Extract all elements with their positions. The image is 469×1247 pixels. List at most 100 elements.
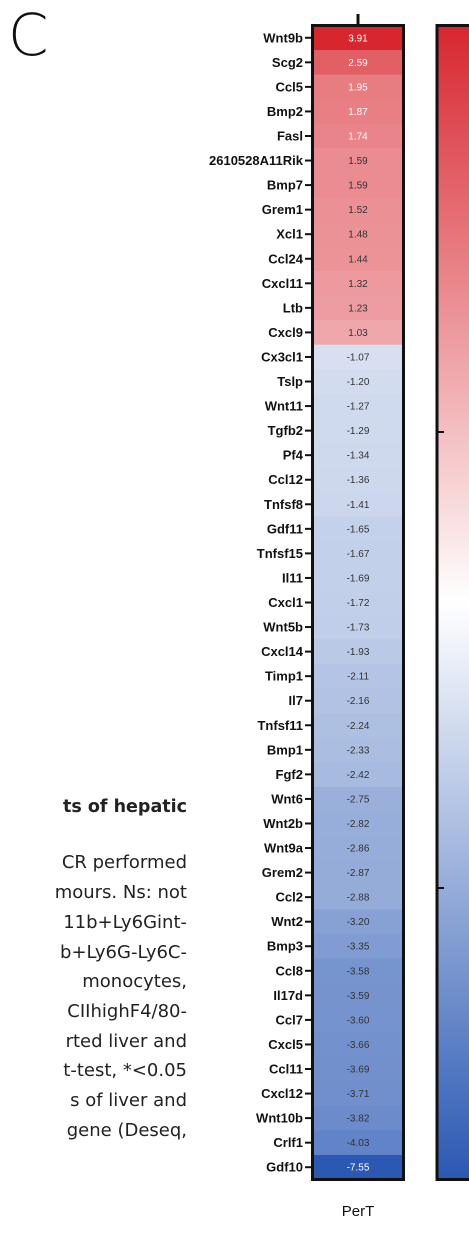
gene-label: Fasl: [277, 128, 303, 143]
cell-value-label: -4.03: [347, 1138, 370, 1149]
cell-value-label: -3.69: [347, 1065, 370, 1076]
background-text-line: 11b+Ly6Gint-: [63, 912, 187, 933]
gene-label: Cxcl11: [262, 276, 303, 291]
background-text-line: monocytes,: [82, 971, 187, 992]
heatmap-cell: [314, 884, 402, 910]
cell-value-label: -1.93: [347, 647, 370, 658]
cell-value-label: 1.32: [348, 279, 368, 290]
heatmap-cell: [314, 835, 402, 861]
background-text-line: rted liver and: [65, 1031, 187, 1052]
gene-label: Crlf1: [273, 1135, 303, 1150]
heatmap-cell: [314, 590, 402, 616]
heatmap-frame: [311, 24, 405, 1181]
cell-value-label: -1.07: [347, 352, 370, 363]
gene-label: Il7: [289, 693, 303, 708]
cell-value-label: -1.73: [347, 623, 370, 634]
column-label: PerT: [342, 1203, 375, 1220]
heatmap-cell: [314, 467, 402, 493]
gene-label: Ccl7: [276, 1012, 303, 1027]
heatmap-cell: [314, 172, 402, 198]
background-text-line: mours. Ns: not: [54, 882, 187, 903]
cell-value-label: -2.11: [347, 672, 369, 683]
gene-label: Wnt5b: [263, 620, 303, 635]
cell-value-label: -7.55: [347, 1163, 370, 1174]
background-text-line: CR performed: [61, 852, 187, 873]
colorbar-gradient: [437, 25, 469, 1180]
cell-value-label: -1.20: [347, 377, 370, 388]
cell-value-label: -2.86: [347, 844, 370, 855]
panel-letter: C: [8, 1, 49, 69]
heatmap-cell: [314, 688, 402, 714]
cell-value-label: -3.60: [347, 1015, 370, 1026]
cell-value-label: -1.27: [347, 402, 370, 413]
gene-label: Tslp: [277, 374, 303, 389]
cell-value-label: 1.74: [348, 131, 368, 142]
gene-label: Cxcl5: [268, 1037, 303, 1052]
gene-label: Wnt11: [265, 399, 303, 414]
cell-value-label: -3.82: [347, 1114, 370, 1125]
gene-label: Gdf10: [266, 1160, 303, 1175]
cell-value-label: -1.72: [347, 598, 370, 609]
heatmap-cell: [314, 663, 402, 689]
heatmap-cell: [314, 516, 402, 542]
heatmap-cell: [314, 762, 402, 788]
heatmap-cell: [314, 1056, 402, 1082]
gene-label: Wnt9b: [263, 30, 303, 45]
cell-value-label: 1.95: [348, 82, 368, 93]
cell-value-label: -3.58: [347, 966, 370, 977]
gene-label: Cxcl12: [261, 1086, 303, 1101]
gene-label: Bmp2: [267, 104, 303, 119]
heatmap-cell: [314, 393, 402, 419]
cell-value-label: -1.41: [347, 500, 370, 511]
cell-value-label: -2.87: [347, 868, 370, 879]
colorbar: [435, 24, 469, 1181]
heatmap-cell: [314, 1105, 402, 1131]
gene-label: Scg2: [272, 55, 303, 70]
heatmap-cell: [314, 442, 402, 468]
cell-value-label: 1.44: [348, 254, 368, 265]
heatmap-cell: [314, 541, 402, 567]
heatmap-cell: [314, 786, 402, 812]
gene-label: Tgfb2: [268, 423, 303, 438]
heatmap-cell: [314, 418, 402, 444]
heatmap-cell: [314, 712, 402, 738]
cell-value-label: -3.71: [347, 1089, 370, 1100]
gene-label: Ccl11: [269, 1062, 303, 1077]
heatmap-cell: [314, 99, 402, 125]
cell-value-label: -1.67: [347, 549, 370, 560]
gene-labels: Wnt9b Scg2 Ccl5 Bmp2 Fasl 2610528A11Rik Bmp7 Gr…: [209, 30, 312, 1175]
cell-value-label: -2.33: [347, 745, 370, 756]
heatmap-cell: [314, 148, 402, 174]
gene-label: Fgf2: [276, 767, 303, 782]
background-text-line: gene (Deseq,: [66, 1120, 187, 1141]
cell-value-label: 1.23: [348, 303, 368, 314]
cell-value-label: -2.42: [347, 770, 370, 781]
heatmap-cell: [314, 565, 402, 591]
background-text-line: b+Ly6G-Ly6C-: [60, 942, 187, 963]
cell-value-label: 1.87: [348, 107, 368, 118]
gene-label: Grem2: [262, 865, 303, 880]
cell-value-label: 1.59: [348, 156, 368, 167]
heatmap-cell: [314, 909, 402, 935]
heatmap-cell: [314, 614, 402, 640]
gene-label: Tnfsf11: [257, 718, 303, 733]
heatmap-cell: [314, 492, 402, 517]
cell-value-label: -1.69: [347, 573, 370, 584]
gene-label: Xcl1: [276, 227, 303, 242]
heatmap-cell: [314, 295, 402, 321]
heatmap-cell: [314, 320, 402, 346]
gene-label: Wnt10b: [256, 1111, 303, 1126]
gene-label: Tnfsf8: [264, 497, 303, 512]
cell-value-label: 1.59: [348, 181, 368, 192]
heatmap-cell: [314, 344, 402, 370]
gene-label: 2610528A11Rik: [209, 153, 304, 168]
background-text-line: t-test, *<0.05: [63, 1060, 187, 1081]
heatmap-cell: [314, 1007, 402, 1033]
heatmap-cell: [314, 639, 402, 665]
cell-value-label: -1.34: [347, 451, 370, 462]
cell-value-label: 1.03: [348, 328, 368, 339]
heatmap-cell: [314, 246, 402, 272]
cell-value-label: -2.16: [347, 696, 370, 707]
cell-value-label: -1.36: [347, 475, 370, 486]
